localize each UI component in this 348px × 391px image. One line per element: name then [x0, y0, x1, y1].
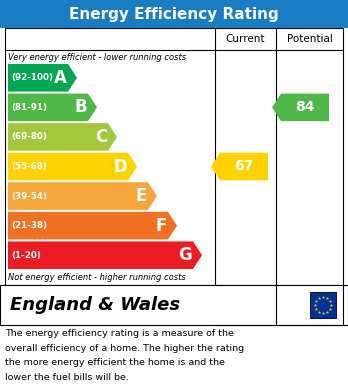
Text: (81-91): (81-91)	[11, 103, 47, 112]
Text: overall efficiency of a home. The higher the rating: overall efficiency of a home. The higher…	[5, 344, 244, 353]
Bar	[0, 0, 348, 28]
Bar	[5, 28, 343, 285]
Text: England & Wales: England & Wales	[10, 296, 180, 314]
Polygon shape	[272, 93, 329, 121]
Text: Not energy efficient - higher running costs: Not energy efficient - higher running co…	[8, 273, 186, 283]
Text: 84: 84	[295, 100, 315, 114]
Bar	[0, 285, 348, 325]
Polygon shape	[8, 212, 177, 239]
Text: C: C	[95, 128, 107, 146]
Text: Energy Efficiency Rating: Energy Efficiency Rating	[69, 7, 279, 22]
Text: E: E	[136, 187, 147, 205]
Text: (92-100): (92-100)	[11, 73, 53, 82]
Bar	[310, 292, 336, 318]
Polygon shape	[8, 123, 117, 151]
Text: Potential: Potential	[286, 34, 332, 44]
Text: A: A	[54, 69, 67, 87]
Text: lower the fuel bills will be.: lower the fuel bills will be.	[5, 373, 129, 382]
Text: B: B	[74, 99, 87, 117]
Text: the more energy efficient the home is and the: the more energy efficient the home is an…	[5, 358, 225, 367]
Text: Very energy efficient - lower running costs: Very energy efficient - lower running co…	[8, 52, 186, 61]
Text: The energy efficiency rating is a measure of the: The energy efficiency rating is a measur…	[5, 329, 234, 338]
Text: (69-80): (69-80)	[11, 133, 47, 142]
Text: 67: 67	[234, 160, 254, 174]
Text: F: F	[156, 217, 167, 235]
Polygon shape	[8, 64, 77, 91]
Text: (21-38): (21-38)	[11, 221, 47, 230]
Polygon shape	[8, 153, 137, 180]
Polygon shape	[8, 93, 97, 121]
Text: (55-68): (55-68)	[11, 162, 47, 171]
Text: D: D	[113, 158, 127, 176]
Polygon shape	[8, 241, 202, 269]
Text: Current: Current	[226, 34, 265, 44]
Polygon shape	[8, 182, 157, 210]
Text: G: G	[178, 246, 192, 264]
Text: (1-20): (1-20)	[11, 251, 41, 260]
Text: (39-54): (39-54)	[11, 192, 47, 201]
Polygon shape	[211, 153, 268, 180]
